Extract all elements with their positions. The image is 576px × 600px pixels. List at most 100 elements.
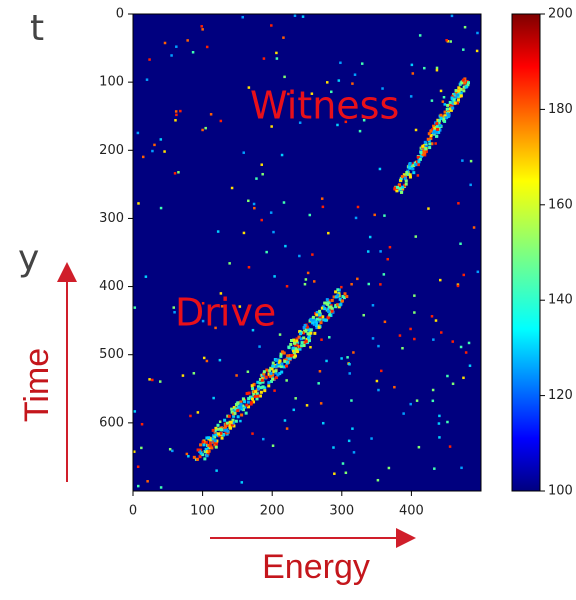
streak-pixel [211,428,215,432]
streak-pixel [302,331,306,335]
speckle [379,250,382,253]
colorbar-tick-label: 140 [548,293,573,308]
streak-pixel [304,329,308,333]
speckle [260,163,264,166]
streak-pixel [406,172,410,176]
streak-pixel [230,410,234,414]
streak-pixel [452,98,456,102]
speckle [413,294,416,297]
streak-pixel [407,165,411,169]
speckle [271,444,275,447]
streak-pixel [208,441,212,445]
streak-pixel [435,125,439,129]
streak-pixel [261,385,265,389]
speckle [464,351,468,354]
speckle [462,48,465,51]
streak-pixel [412,164,416,168]
speckle [219,292,223,295]
streak-pixel [319,321,323,325]
streak-pixel [259,390,263,394]
speckle [205,359,209,363]
streak-pixel [306,332,310,336]
streak-pixel [236,415,240,419]
speckle [461,159,464,162]
speckle [413,311,416,314]
streak-pixel [252,393,256,397]
streak-pixel [279,363,283,367]
streak-pixel [274,365,278,369]
streak-pixel [215,439,219,443]
streak-pixel [299,332,303,336]
speckle [179,109,182,113]
streak-pixel [326,302,330,306]
speckle [201,319,205,323]
streak-pixel [226,414,230,418]
speckle [423,66,426,70]
streak-pixel [462,89,466,93]
streak-pixel [304,327,308,331]
speckle [272,230,275,234]
speckle [242,231,246,235]
streak-pixel [412,171,416,175]
speckle [437,422,441,425]
streak-pixel [290,339,294,343]
cut-text: y [18,238,39,279]
streak-pixel [260,373,264,377]
streak-pixel [263,386,267,390]
streak-pixel [326,301,330,305]
streak-pixel [230,407,234,411]
streak-pixel [334,295,338,299]
streak-pixel [431,128,435,132]
streak-pixel [446,103,450,107]
streak-pixel [241,408,245,412]
streak-pixel [250,401,254,405]
speckle [370,437,373,440]
streak-pixel [226,423,230,427]
streak-pixel [454,89,458,93]
streak-pixel [456,93,460,97]
speckle [356,205,360,209]
speckle [441,100,445,103]
streak-pixel [423,140,427,144]
streak-pixel [322,318,326,322]
streak-pixel [462,85,466,89]
streak-pixel [271,364,275,368]
streak-pixel [279,354,283,358]
speckle [273,389,276,392]
streak-pixel [226,429,230,433]
streak-pixel [320,306,324,310]
streak-pixel [318,309,322,313]
speckle [181,374,185,377]
streak-pixel [334,290,338,294]
streak-pixel [456,98,460,102]
speckle [337,79,341,82]
streak-pixel [204,441,208,445]
streak-pixel [453,101,457,105]
streak-pixel [224,431,228,435]
streak-pixel [307,339,311,343]
streak-pixel [255,397,259,401]
speckle [439,89,443,93]
speckle [311,253,314,256]
speckle [239,419,242,423]
streak-pixel [214,426,218,430]
speckle [174,110,178,113]
speckle [373,213,376,217]
streak-pixel [302,326,306,330]
speckle [317,382,320,385]
streak-pixel [203,457,207,461]
streak-pixel [216,427,220,431]
streak-pixel [243,405,247,409]
streak-pixel [252,390,256,394]
streak-pixel [289,354,293,358]
speckle [312,280,316,283]
speckle [136,465,140,468]
streak-pixel [297,335,301,339]
streak-pixel [398,187,402,191]
streak-pixel [410,165,414,169]
speckle [247,266,251,269]
speckle [318,370,322,373]
speckle [450,14,454,18]
streak-pixel [428,142,432,146]
streak-pixel [205,454,209,458]
